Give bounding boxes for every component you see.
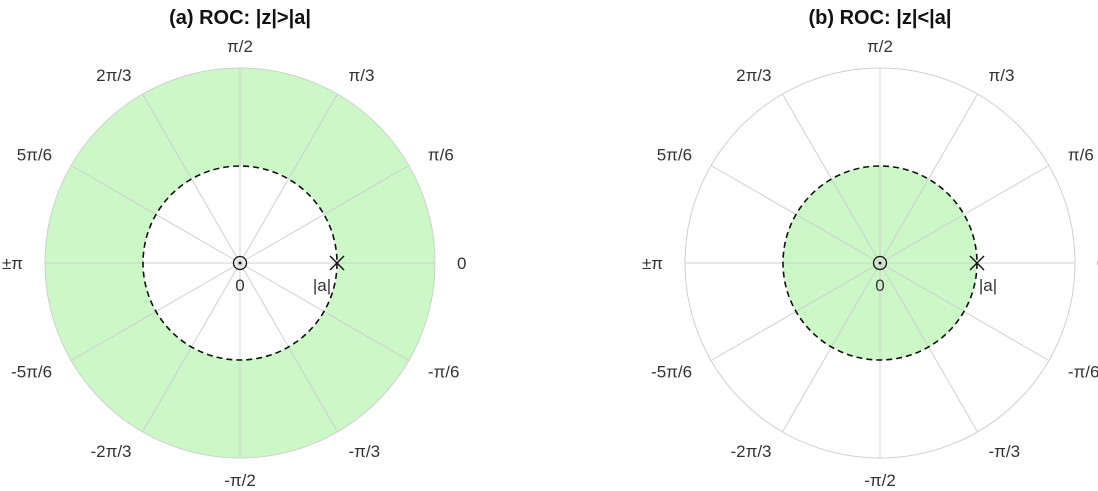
angle-tick-label: -5π/6 (651, 363, 692, 382)
angle-tick-label: ±π (642, 254, 663, 273)
angle-tick-label: -π/3 (349, 442, 381, 461)
panel-b-title: (b) ROC: |z|<|a| (809, 7, 952, 29)
angle-tick-label: π/6 (1068, 146, 1094, 165)
angle-tick-label: -2π/3 (90, 442, 131, 461)
angle-tick-label: -π/2 (864, 471, 896, 490)
angle-tick-label: π/2 (867, 37, 893, 56)
angle-tick-label: 5π/6 (17, 146, 52, 165)
panel-a-zero-label: 0 (235, 276, 244, 295)
angle-tick-label: -π/6 (1068, 363, 1098, 382)
angle-tick-label: 0 (457, 254, 466, 273)
grid-spoke (239, 165, 410, 264)
angle-tick-label: π/2 (227, 37, 253, 56)
grid-spoke (239, 93, 338, 264)
angle-tick-label: -π/3 (989, 442, 1021, 461)
panel-a: (a) ROC: |z|>|a| 0 |a| π/2 π/3 π/6 0 -π/6 -π/… (2, 7, 467, 490)
panel-a-zero-marker (232, 255, 248, 271)
panel-a-title: (a) ROC: |z|>|a| (169, 7, 311, 29)
angle-tick-label: 2π/3 (96, 66, 131, 85)
angle-tick-label: 2π/3 (736, 66, 771, 85)
panel-b-zero-label: 0 (875, 276, 884, 295)
panel-a-pole-marker (329, 255, 345, 271)
panel-b-pole-marker (969, 255, 985, 271)
panel-b-zero-marker (872, 255, 888, 271)
angle-tick-label: -π/2 (224, 471, 256, 490)
grid-spoke (879, 93, 978, 264)
panel-b-pole-label: |a| (979, 276, 997, 295)
panel-b-tick-labels: π/2 π/3 π/6 0 -π/6 -π/3 -π/2 -2π/3 -5π/6 ±π 5π/6 2π… (642, 37, 1098, 490)
panel-a-pole-label: |a| (313, 276, 331, 295)
panel-b: (b) ROC: |z|<|a| 0 |a| π/2 π/3 π/6 0 -π/6 -π/… (642, 7, 1098, 490)
angle-tick-label: π/3 (989, 66, 1015, 85)
angle-tick-label: -2π/3 (730, 442, 771, 461)
angle-tick-label: ±π (2, 254, 23, 273)
angle-tick-label: -π/6 (428, 363, 460, 382)
panel-a-tick-labels: π/2 π/3 π/6 0 -π/6 -π/3 -π/2 -2π/3 -5π/6 ±π 5π/6 2π… (2, 37, 467, 490)
angle-tick-label: 5π/6 (657, 146, 692, 165)
angle-tick-label: -5π/6 (11, 363, 52, 382)
grid-spoke (879, 165, 1050, 264)
angle-tick-label: π/6 (428, 146, 454, 165)
angle-tick-label: π/3 (349, 66, 375, 85)
